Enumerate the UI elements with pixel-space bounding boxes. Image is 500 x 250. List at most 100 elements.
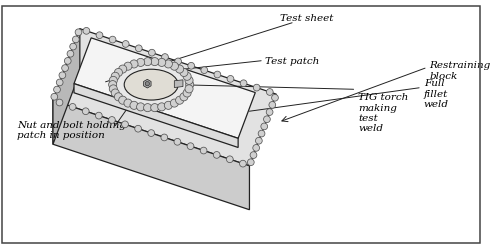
Circle shape	[67, 51, 74, 58]
Circle shape	[148, 50, 156, 57]
Ellipse shape	[124, 70, 178, 101]
Circle shape	[150, 104, 159, 112]
Circle shape	[272, 95, 278, 102]
Circle shape	[122, 122, 128, 128]
Text: Nut and bolt holding
patch in position: Nut and bolt holding patch in position	[18, 120, 126, 140]
Circle shape	[180, 69, 188, 77]
Circle shape	[214, 152, 220, 159]
Circle shape	[176, 97, 184, 105]
Circle shape	[162, 54, 168, 61]
Circle shape	[70, 44, 76, 51]
Circle shape	[164, 102, 172, 110]
Circle shape	[62, 66, 68, 72]
Circle shape	[176, 66, 184, 74]
Circle shape	[114, 94, 122, 102]
Circle shape	[183, 73, 191, 81]
Circle shape	[174, 139, 181, 145]
Circle shape	[248, 159, 254, 166]
Circle shape	[111, 73, 120, 81]
Circle shape	[266, 109, 273, 116]
Circle shape	[170, 100, 178, 108]
Circle shape	[158, 59, 166, 67]
Circle shape	[110, 77, 118, 85]
Circle shape	[240, 80, 247, 87]
Circle shape	[96, 113, 102, 119]
Circle shape	[185, 77, 193, 85]
Circle shape	[150, 58, 159, 66]
Polygon shape	[74, 39, 256, 139]
Polygon shape	[174, 80, 183, 88]
Polygon shape	[53, 30, 276, 166]
Circle shape	[51, 94, 58, 101]
Circle shape	[174, 59, 182, 66]
Circle shape	[161, 134, 168, 141]
Circle shape	[134, 126, 141, 132]
Circle shape	[70, 104, 76, 111]
Circle shape	[124, 100, 132, 108]
Polygon shape	[53, 30, 80, 145]
Circle shape	[136, 59, 144, 67]
Circle shape	[158, 104, 166, 112]
Circle shape	[114, 69, 122, 77]
Circle shape	[250, 152, 257, 159]
Text: Full
fillet
weld: Full fillet weld	[424, 79, 449, 109]
Circle shape	[130, 102, 138, 110]
Circle shape	[118, 66, 127, 74]
Circle shape	[72, 37, 79, 44]
Polygon shape	[53, 101, 250, 210]
Circle shape	[124, 63, 132, 71]
Circle shape	[183, 90, 191, 98]
Circle shape	[201, 68, 207, 74]
Circle shape	[59, 72, 66, 79]
Circle shape	[111, 90, 120, 98]
Circle shape	[187, 143, 194, 150]
Polygon shape	[74, 84, 238, 148]
Circle shape	[226, 156, 233, 163]
Circle shape	[110, 86, 118, 94]
Circle shape	[122, 42, 129, 48]
Circle shape	[82, 108, 89, 115]
Circle shape	[253, 145, 260, 152]
Circle shape	[75, 30, 82, 36]
Circle shape	[227, 76, 234, 83]
Circle shape	[96, 33, 103, 40]
Circle shape	[83, 28, 90, 35]
Circle shape	[214, 72, 221, 78]
Circle shape	[56, 80, 63, 86]
Circle shape	[240, 160, 246, 167]
Circle shape	[136, 46, 142, 52]
Circle shape	[54, 87, 60, 94]
Circle shape	[266, 89, 273, 96]
Circle shape	[256, 138, 262, 144]
Circle shape	[144, 104, 152, 112]
Circle shape	[144, 58, 152, 66]
Circle shape	[261, 124, 268, 130]
Circle shape	[185, 86, 193, 94]
Circle shape	[180, 94, 188, 102]
Text: Test sheet: Test sheet	[280, 14, 333, 23]
Circle shape	[145, 82, 150, 86]
Circle shape	[136, 104, 144, 112]
Circle shape	[164, 61, 172, 69]
Circle shape	[264, 116, 270, 123]
Text: TIG torch
making
test
weld: TIG torch making test weld	[358, 93, 408, 133]
Circle shape	[64, 58, 71, 65]
Circle shape	[108, 81, 116, 89]
Circle shape	[200, 148, 207, 154]
Circle shape	[269, 102, 276, 109]
Ellipse shape	[112, 62, 190, 108]
Circle shape	[108, 117, 116, 124]
Circle shape	[254, 85, 260, 91]
Circle shape	[188, 63, 194, 70]
Circle shape	[170, 63, 178, 71]
Circle shape	[186, 81, 194, 89]
Text: Test patch: Test patch	[265, 57, 319, 66]
Circle shape	[118, 97, 127, 105]
Text: Restraining
block: Restraining block	[430, 61, 491, 80]
Circle shape	[148, 130, 154, 137]
Circle shape	[109, 37, 116, 44]
Circle shape	[56, 100, 63, 106]
Polygon shape	[144, 80, 151, 89]
Circle shape	[258, 131, 265, 138]
Circle shape	[130, 61, 138, 69]
